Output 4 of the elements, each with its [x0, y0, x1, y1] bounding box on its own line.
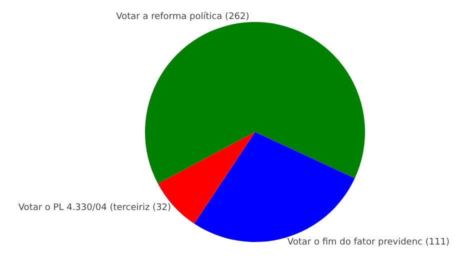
slice-label: Votar o fim do fator previdenc (111) [287, 237, 450, 248]
slice-label: Votar a reforma política (262) [116, 11, 250, 22]
pie-slice [145, 22, 365, 184]
slice-label: Votar o PL 4.330/04 (terceiriz (32) [18, 203, 172, 214]
